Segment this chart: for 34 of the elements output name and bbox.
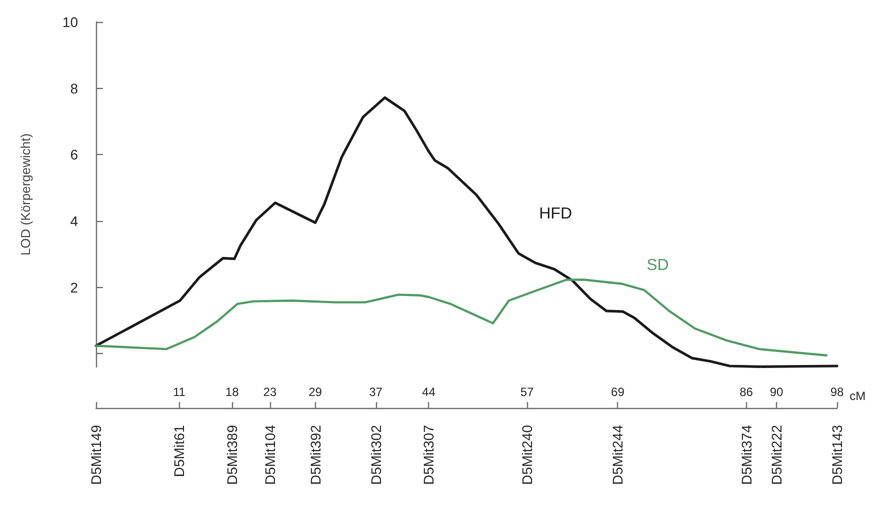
text: D5Mit392	[307, 424, 324, 485]
text: D5Mit240	[518, 424, 535, 485]
text: D5Mit61	[171, 424, 188, 478]
y-tick-label: 8	[70, 80, 78, 96]
text: D5Mit374	[738, 424, 754, 485]
x-axis-title: cM	[850, 389, 866, 403]
series-label: SD	[646, 257, 669, 274]
text: D5Mit302	[368, 424, 384, 485]
x-tick-label: 29	[308, 385, 322, 399]
y-tick-label: 10	[62, 14, 78, 30]
x-tick-label: 69	[611, 385, 625, 399]
y-tick-label: 4	[70, 213, 78, 230]
text: D5Mit222	[768, 424, 785, 485]
x-tick-label: 18	[225, 385, 240, 399]
x-tick-label: 44	[422, 385, 436, 399]
y-axis-title: LOD (Körpergewicht)	[18, 133, 33, 256]
text: D5Mit149	[88, 424, 104, 485]
text: D5Mit244	[610, 424, 626, 485]
text: D5Mit104	[262, 424, 278, 485]
line-series	[94, 278, 828, 356]
line-series	[94, 96, 838, 368]
x-tick-label: 57	[520, 385, 534, 399]
x-tick-label: 37	[369, 385, 383, 399]
text: HFD	[539, 205, 572, 222]
x-tick-label: 90	[770, 385, 784, 399]
text: D5Mit389	[224, 424, 240, 485]
text: D5Mit143	[829, 424, 845, 485]
y-tick-label: 2	[70, 279, 78, 296]
x-tick-label: 98	[830, 385, 844, 399]
x-tick-label: 11	[172, 385, 186, 399]
y-tick-label: 6	[70, 146, 78, 163]
text: D5Mit307	[420, 424, 437, 485]
x-tick-label: 86	[740, 385, 754, 399]
x-tick-label: 23	[263, 385, 277, 399]
